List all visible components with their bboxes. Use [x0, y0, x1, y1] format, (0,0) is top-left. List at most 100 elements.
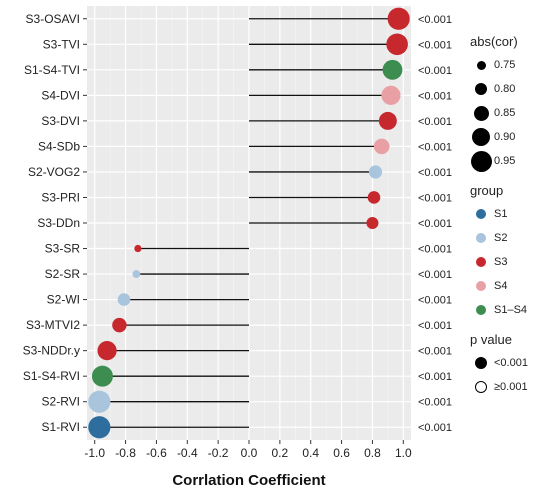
data-point	[368, 165, 383, 179]
y-tick-label: S1-S4-TVI	[24, 63, 80, 77]
y-axis-labels: S3-OSAVI S3-TVI S1-S4-TVI S4-DVI S3-DVI S4-SD…	[23, 12, 87, 434]
x-tick-label: 0.8	[364, 446, 381, 460]
x-axis: -1.0 -0.8 -0.6 -0.4 -0.2 0.0 0.2 0.4 0.6 0.8 1.0	[84, 440, 412, 460]
pvalue-legend-title: p value	[470, 332, 512, 347]
group-legend-item: S2	[468, 226, 550, 250]
size-legend-title: abs(cor)	[470, 34, 518, 49]
p-value-label: <0.001	[418, 90, 452, 102]
y-tick-label: S1-S4-RVI	[23, 369, 80, 383]
p-value-label: <0.001	[418, 346, 452, 358]
size-legend-item: 0.75	[468, 53, 550, 77]
p-value-label: <0.001	[418, 320, 452, 332]
y-tick-label: S4-DVI	[41, 88, 80, 102]
x-tick-label: 1.0	[395, 446, 412, 460]
data-point	[367, 191, 381, 204]
data-point	[386, 33, 408, 56]
x-tick-label: -0.4	[177, 446, 198, 460]
y-tick-label: S3-MTVI2	[26, 318, 80, 332]
pvalue-legend-item-key	[468, 357, 494, 369]
data-point	[387, 7, 410, 30]
p-value-label: <0.001	[418, 397, 452, 409]
legends: abs(cor) 0.75 0.80 0.85 0.90 0.95 group S1 S2…	[468, 34, 550, 409]
p-value-label: <0.001	[418, 244, 452, 256]
group-legend-item: S1	[468, 202, 550, 226]
data-point	[132, 270, 141, 278]
size-legend-item: 0.85	[468, 101, 550, 125]
group-legend-item-label: S3	[494, 256, 508, 268]
group-legend-item-label: S1–S4	[494, 304, 528, 316]
pvalue-legend: p value <0.001 ≥0.001	[468, 332, 550, 399]
p-value-label: <0.001	[418, 269, 452, 281]
pvalue-legend-item-label: <0.001	[494, 357, 528, 369]
size-legend: abs(cor) 0.75 0.80 0.85 0.90 0.95	[468, 34, 550, 173]
y-tick-label: S3-PRI	[41, 190, 80, 204]
pvalue-legend-item-label: ≥0.001	[494, 381, 528, 393]
group-legend-item-label: S2	[494, 232, 508, 244]
x-tick-label: -1.0	[84, 446, 105, 460]
points	[88, 7, 410, 439]
y-tick-label: S3-DVI	[41, 114, 80, 128]
data-point	[373, 138, 390, 155]
group-legend: group S1 S2 S3 S4 S1–S4	[468, 183, 550, 322]
group-legend-item-label: S1	[494, 208, 508, 220]
y-tick-label: S3-DDn	[37, 216, 80, 230]
size-legend-item-key	[468, 105, 494, 121]
stems	[99, 18, 399, 428]
pvalue-legend-item: ≥0.001	[468, 375, 550, 399]
data-point	[117, 293, 131, 306]
size-legend-item-key	[468, 83, 494, 95]
data-point	[382, 59, 403, 80]
group-legend-item: S1–S4	[468, 298, 550, 322]
group-legend-item-key	[468, 233, 494, 243]
data-point	[366, 217, 379, 229]
size-legend-item-label: 0.80	[494, 83, 516, 95]
p-value-label: <0.001	[418, 141, 452, 153]
y-tick-label: S3-OSAVI	[26, 12, 80, 26]
group-legend-item-key	[468, 305, 494, 315]
y-tick-label: S3-SR	[45, 242, 81, 256]
data-point	[112, 317, 127, 333]
group-legend-item: S3	[468, 250, 550, 274]
size-legend-item-key	[468, 60, 494, 70]
p-value-label: <0.001	[418, 167, 452, 179]
p-value-label: <0.001	[418, 14, 452, 26]
p-value-label: <0.001	[418, 65, 452, 77]
x-axis-title: Corrlation Coefficient	[172, 472, 325, 489]
size-legend-item-label: 0.95	[494, 155, 516, 167]
p-value-labels: <0.001 <0.001 <0.001 <0.001 <0.001 <0.001 <0.0…	[418, 14, 452, 434]
p-value-label: <0.001	[418, 371, 452, 383]
size-legend-item-label: 0.90	[494, 131, 516, 143]
data-point	[381, 85, 401, 105]
group-legend-item-key	[468, 281, 494, 291]
y-tick-label: S3-NDDr.y	[23, 344, 80, 358]
x-tick-label: 0.6	[333, 446, 350, 460]
size-legend-item-key	[468, 150, 494, 172]
x-tick-label: 0.4	[302, 446, 319, 460]
p-value-label: <0.001	[418, 39, 452, 51]
x-tick-label: -0.2	[208, 446, 229, 460]
x-tick-label: 0.0	[241, 446, 258, 460]
group-legend-item-label: S4	[494, 280, 508, 292]
group-legend-item-key	[468, 209, 494, 219]
data-point	[134, 244, 142, 253]
p-value-label: <0.001	[418, 192, 452, 204]
data-point	[88, 416, 111, 439]
y-tick-label: S2-RVI	[42, 395, 80, 409]
size-legend-item-key	[468, 128, 494, 146]
size-legend-item: 0.90	[468, 125, 550, 149]
y-tick-label: S3-TVI	[43, 37, 80, 51]
data-point	[378, 111, 397, 130]
y-tick-label: S2-VOG2	[28, 165, 80, 179]
y-tick-label: S2-SR	[45, 267, 81, 281]
x-tick-label: -0.6	[146, 446, 167, 460]
p-value-label: <0.001	[418, 218, 452, 230]
data-point	[97, 341, 117, 361]
pvalue-legend-item-key	[468, 381, 494, 393]
x-tick-label: -0.8	[115, 446, 136, 460]
y-tick-label: S4-SDb	[38, 139, 80, 153]
data-point	[91, 365, 113, 387]
pvalue-legend-item: <0.001	[468, 351, 550, 375]
size-legend-item-label: 0.75	[494, 59, 516, 71]
y-tick-label: S2-WI	[47, 293, 80, 307]
